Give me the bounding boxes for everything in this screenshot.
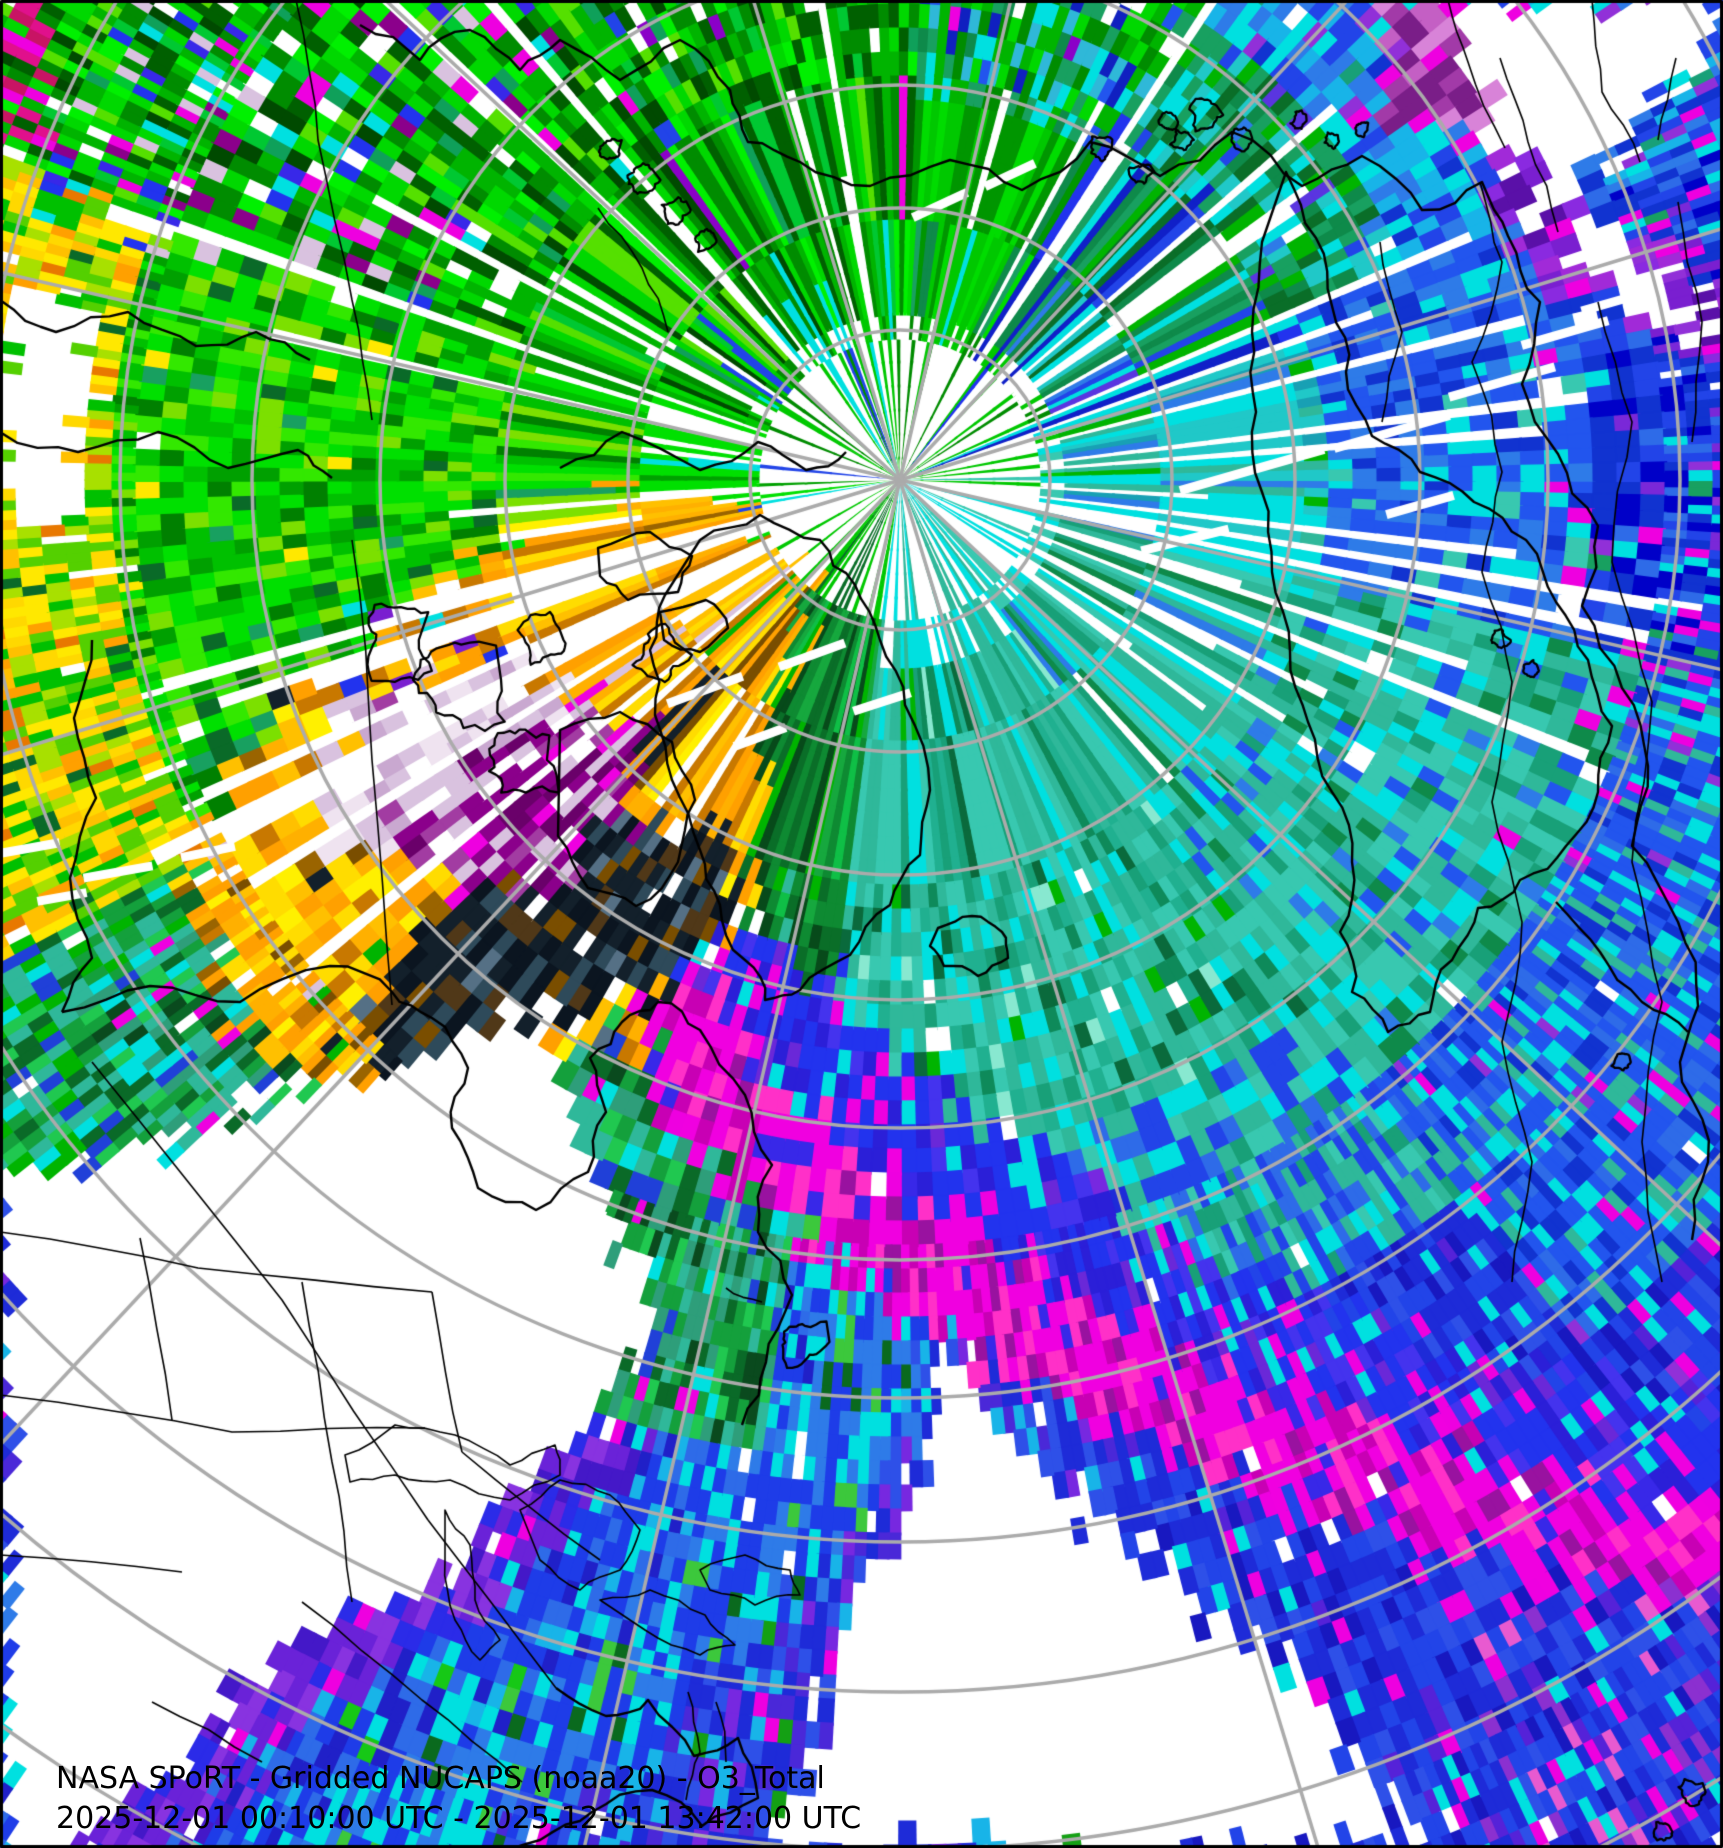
map-title: NASA SPoRT - Gridded NUCAPS (noaa20) - O… <box>56 1761 825 1796</box>
map-timerange: 2025-12-01 00:10:00 UTC - 2025-12-01 13:… <box>56 1801 862 1836</box>
